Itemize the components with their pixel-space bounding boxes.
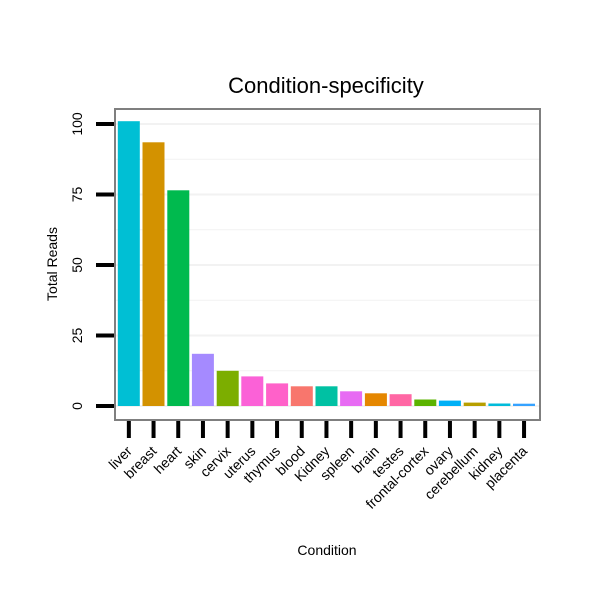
y-tick-label: 25 (69, 328, 85, 344)
y-axis: 0 25 50 75 100 (69, 112, 114, 410)
bar-ovary (438, 400, 461, 406)
y-tick-label: 50 (69, 257, 85, 273)
bars (117, 121, 535, 407)
y-tick-label: 100 (69, 112, 85, 136)
bar-cerebellum (463, 402, 486, 406)
bar-liver (117, 121, 140, 406)
bar-cervix (216, 370, 239, 407)
bar-skin (191, 353, 214, 406)
bar-blood (290, 386, 313, 406)
y-tick-label: 75 (69, 187, 85, 203)
x-axis-label: Condition (297, 542, 356, 558)
bar-kidney (488, 403, 511, 406)
bar-placenta (513, 403, 535, 406)
bar-frontal-cortex (414, 399, 437, 406)
bar-kidney (315, 386, 338, 406)
y-tick-label: 0 (69, 402, 85, 410)
x-tick-label: heart (151, 443, 185, 477)
y-axis-label: Total Reads (44, 227, 60, 301)
bar-breast (142, 142, 165, 407)
bar-testes (389, 394, 412, 406)
bar-thymus (266, 383, 289, 406)
bar-heart (167, 190, 190, 406)
bar-uterus (241, 376, 264, 406)
chart-title: Condition-specificity (228, 73, 424, 98)
x-axis: liverbreastheartskincervixuterusthymusbl… (105, 421, 530, 512)
bar-spleen (340, 391, 363, 406)
plot-panel (114, 108, 541, 421)
bar-brain (364, 393, 387, 406)
